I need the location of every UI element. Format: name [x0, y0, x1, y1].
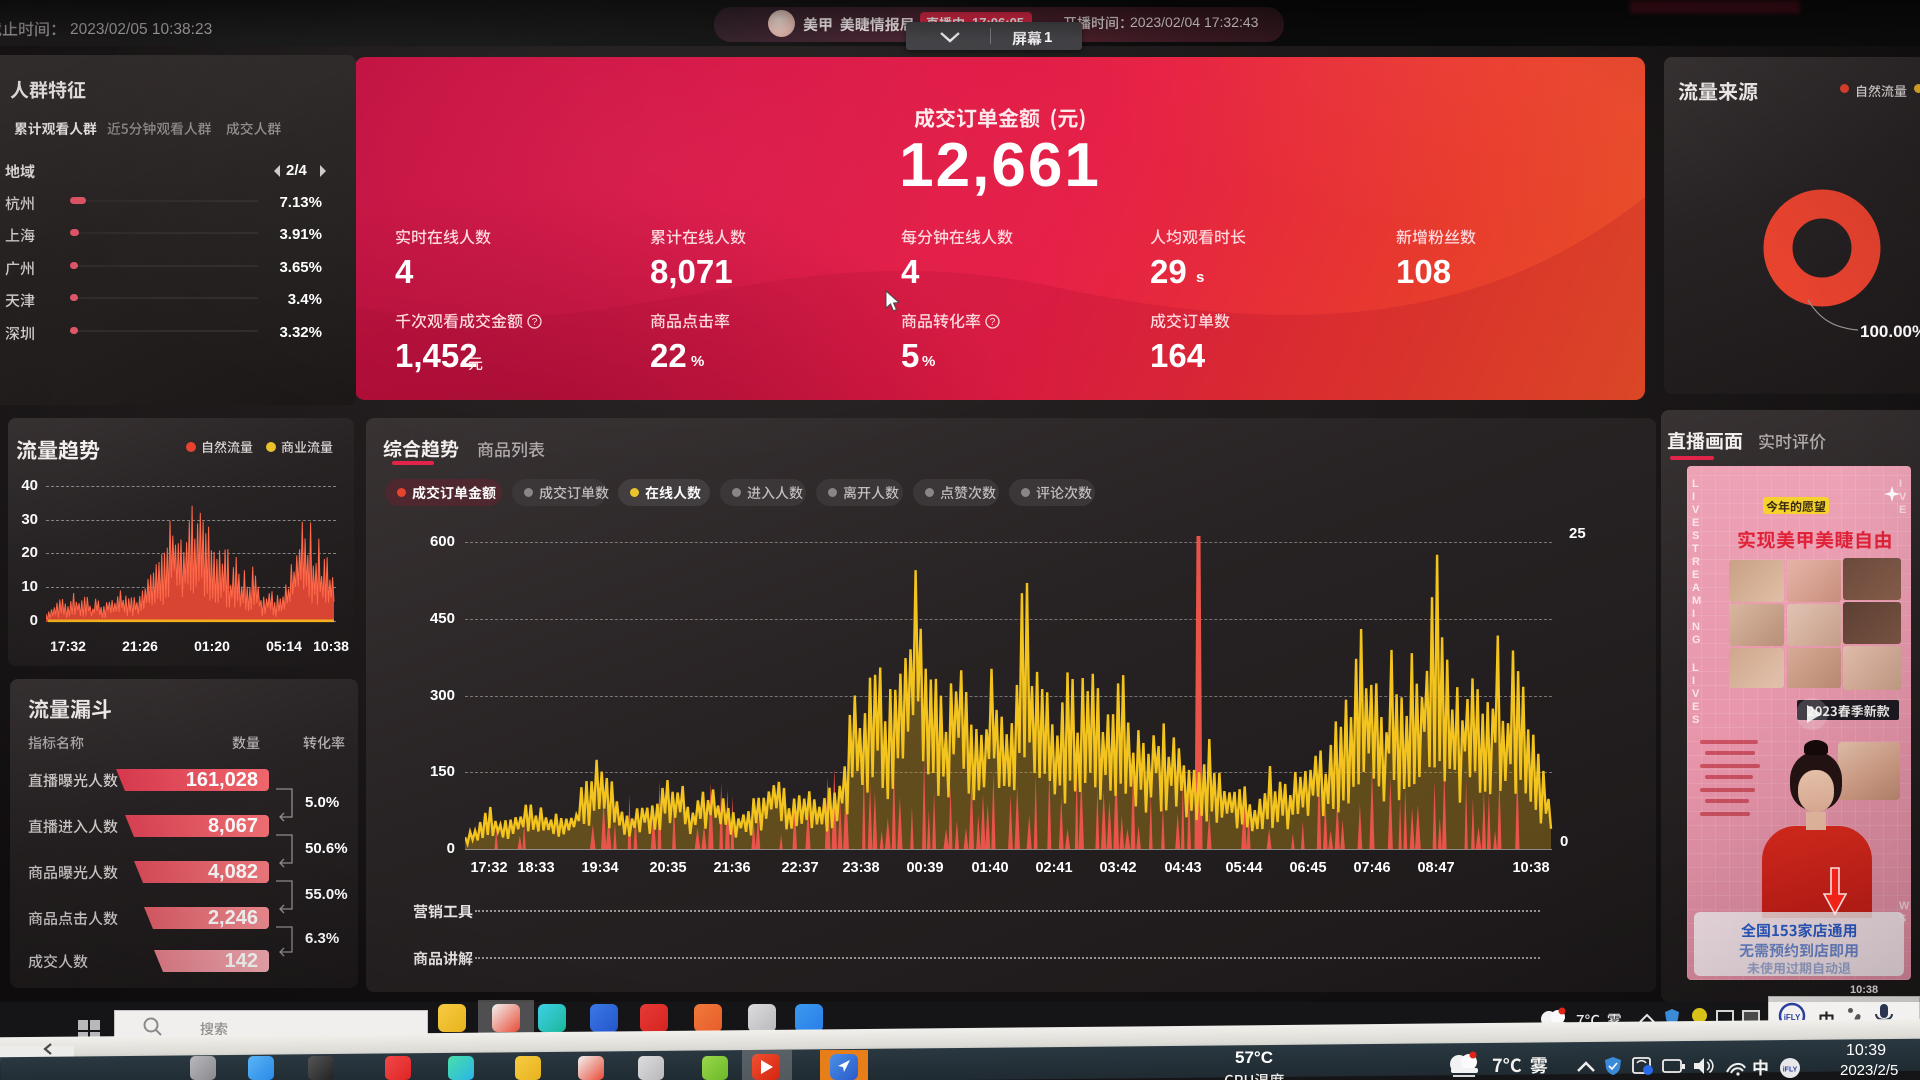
- svg-text:?: ?: [532, 317, 538, 328]
- svg-text:iFLY: iFLY: [1784, 1013, 1801, 1022]
- svg-text:iFLY: iFLY: [1783, 1067, 1798, 1074]
- svg-text:?: ?: [990, 317, 996, 328]
